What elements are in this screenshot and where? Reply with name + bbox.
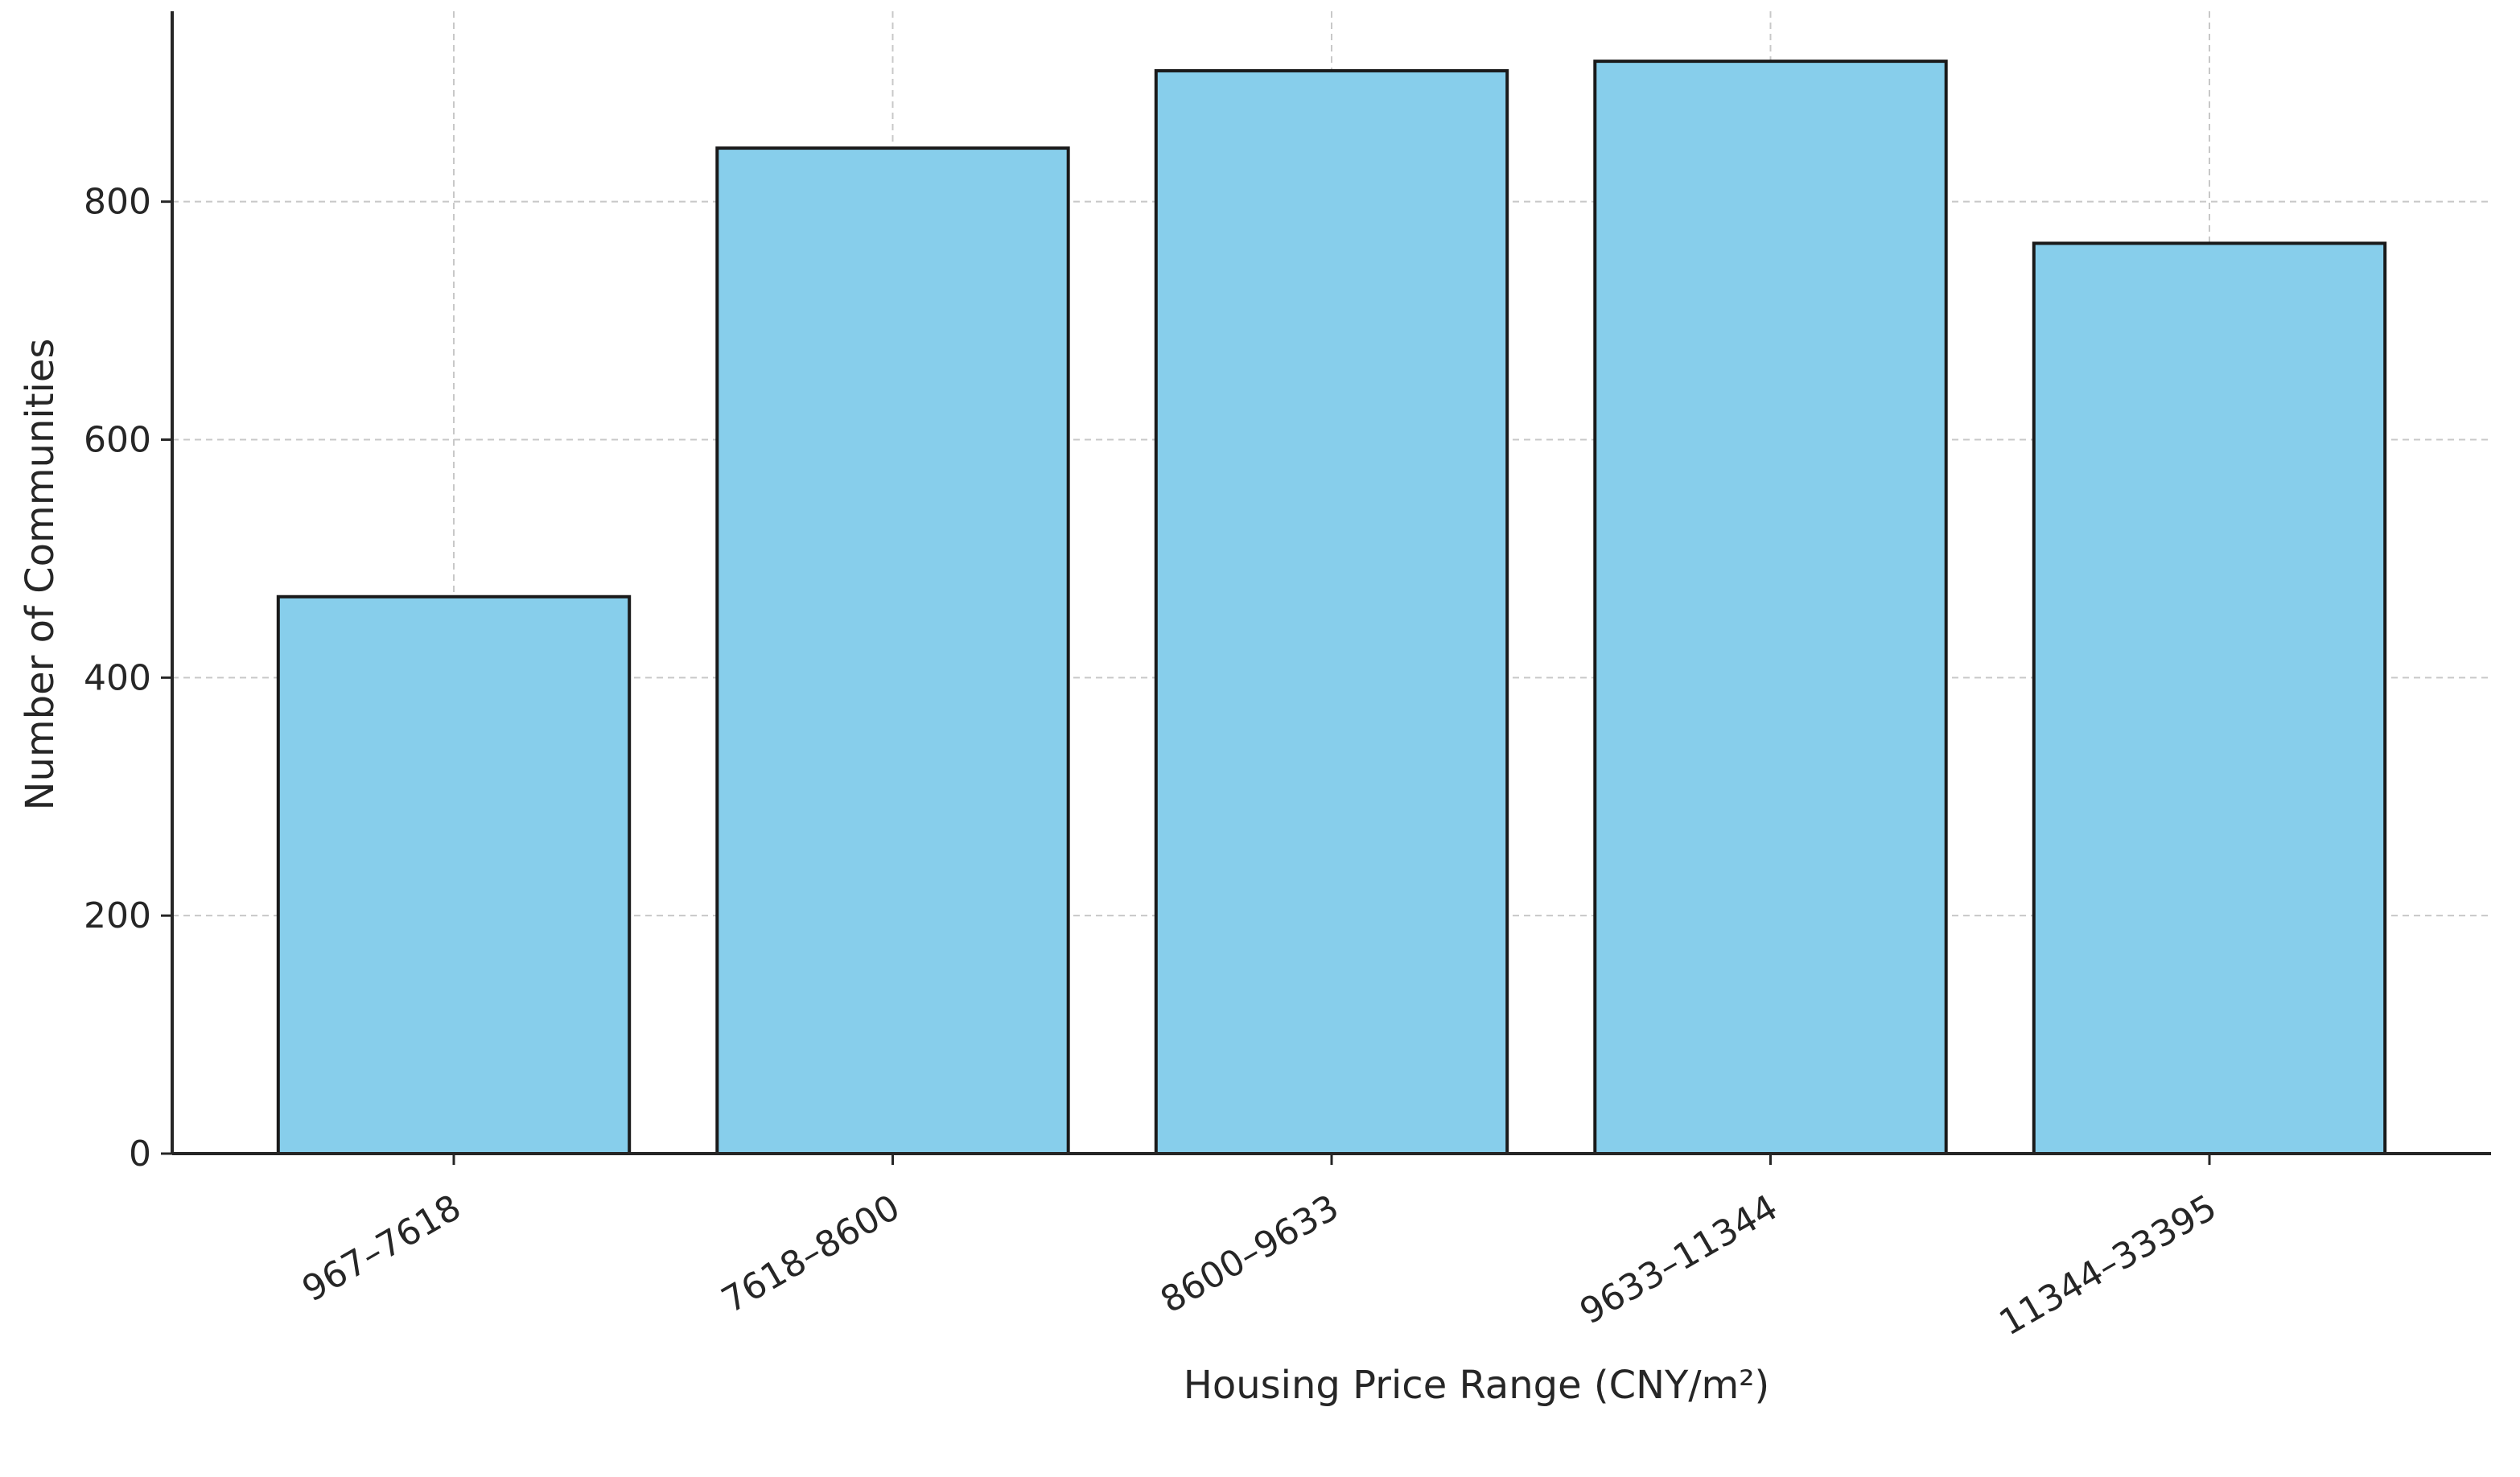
bar-layer	[276, 60, 2387, 1156]
x-tick-label: 11344–33395	[1993, 1187, 2224, 1343]
y-axis-title: Number of Communities	[18, 339, 63, 811]
y-tick-label: 200	[84, 895, 151, 936]
y-tick-label: 400	[84, 657, 151, 698]
bar-1	[276, 595, 632, 1155]
bar-2	[715, 146, 1070, 1156]
bar-5	[2032, 241, 2387, 1155]
x-axis-title: Housing Price Range (CNY/m²)	[1184, 1363, 1769, 1408]
bar-4	[1593, 60, 1948, 1155]
x-tick-label: 7618–8600	[714, 1187, 907, 1321]
x-tick-label: 967–7618	[295, 1187, 467, 1310]
y-tick-label: 600	[84, 420, 151, 461]
y-tick-label: 0	[129, 1133, 151, 1175]
bar-3	[1154, 68, 1509, 1155]
x-tick-label: 8600–9633	[1154, 1187, 1346, 1321]
y-tick-label: 800	[84, 182, 151, 223]
x-tick-label: 9633–11344	[1573, 1187, 1785, 1332]
